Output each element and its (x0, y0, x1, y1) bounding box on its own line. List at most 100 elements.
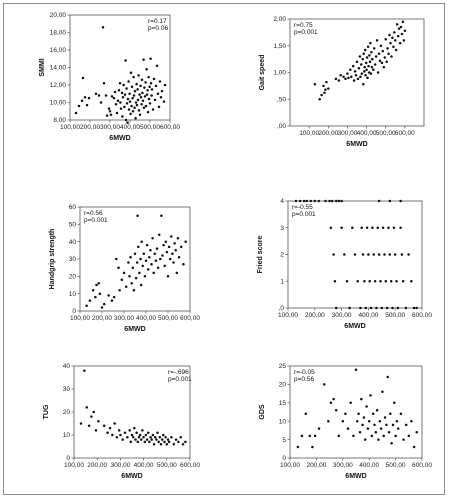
data-point (111, 433, 114, 437)
data-point (296, 445, 300, 449)
x-tick-label: 600,00 (160, 124, 180, 131)
data-point (397, 27, 401, 30)
data-point (383, 416, 387, 419)
data-point (393, 31, 396, 34)
data-point (143, 95, 147, 98)
data-point (140, 240, 143, 243)
data-point (395, 23, 399, 26)
data-point (349, 68, 352, 72)
data-point (379, 44, 383, 48)
data-point (381, 226, 385, 230)
data-point (140, 78, 144, 82)
data-point (138, 113, 142, 117)
data-point (135, 431, 138, 434)
data-point (119, 107, 123, 110)
data-point (113, 422, 116, 425)
data-point (171, 252, 174, 256)
data-point (129, 112, 132, 116)
data-point (117, 429, 121, 432)
x-axis-label: 6MWD (121, 473, 142, 480)
data-point (385, 60, 388, 64)
data-point (391, 306, 394, 310)
data-point (136, 98, 140, 102)
data-point (340, 199, 343, 203)
data-point (329, 401, 333, 405)
data-point (87, 424, 91, 428)
data-point (385, 306, 389, 310)
data-point (162, 243, 165, 247)
data-point (98, 292, 102, 295)
x-tick-label: 500,00 (157, 462, 177, 469)
x-tick-label: 200,00 (318, 130, 338, 137)
data-point (351, 226, 354, 230)
data-point (133, 89, 137, 93)
data-point (149, 436, 152, 439)
data-point (379, 427, 383, 430)
data-point (370, 65, 374, 69)
data-point (179, 436, 182, 439)
data-point (337, 79, 341, 82)
data-point (129, 440, 133, 444)
data-point (378, 59, 382, 62)
data-point (139, 257, 142, 261)
x-tick-label: 400,00 (359, 462, 379, 469)
x-tick-label: 200,00 (92, 315, 112, 322)
data-point (378, 419, 382, 423)
data-point (323, 91, 326, 95)
y-tick-label: 3 (280, 225, 284, 232)
y-tick-label: 40 (69, 239, 77, 246)
data-point (388, 33, 391, 37)
data-point (364, 306, 367, 310)
data-point (389, 41, 392, 45)
data-point (97, 282, 100, 285)
data-point (415, 430, 418, 434)
data-point (159, 257, 162, 261)
scatter-panel-gait-speed: 100,00 200,00 300,00 400,00 500,00 600,00 ,00,… (259, 16, 425, 148)
data-point (385, 423, 388, 427)
data-point (325, 80, 328, 84)
x-tick-label: 600,00 (180, 462, 200, 469)
stat-annotation: p=0.001 (168, 376, 192, 383)
x-tick-label: 400,00 (120, 124, 140, 131)
data-point (131, 266, 135, 269)
data-point (394, 48, 398, 52)
data-point (356, 419, 359, 423)
data-point (320, 93, 323, 97)
stat-annotation: p=0.001 (84, 217, 108, 224)
y-tick-label: 30 (69, 256, 77, 263)
data-point (304, 412, 308, 416)
y-tick-label: 20,00 (50, 12, 67, 19)
data-point (134, 101, 138, 104)
y-tick-label: 15 (279, 400, 287, 407)
x-tick-label: 200,00 (87, 462, 107, 469)
data-point (136, 440, 140, 444)
data-point (163, 83, 167, 87)
stat-annotation: p=0.001 (294, 29, 318, 36)
data-point (140, 438, 143, 441)
stat-annotation: r=-.696 (168, 369, 189, 376)
data-point (334, 77, 338, 81)
x-tick-label: 600,00 (180, 315, 200, 322)
x-tick-label: 100,00 (60, 124, 80, 131)
data-point (360, 72, 364, 75)
data-point (363, 65, 366, 69)
data-point (364, 61, 368, 65)
y-tick-label: 14,00 (50, 65, 67, 72)
data-point (388, 253, 392, 256)
data-point (184, 440, 187, 444)
y-tick-label: 0 (66, 455, 70, 462)
data-point (118, 288, 121, 292)
x-axis-label: 6MWD (345, 473, 366, 480)
y-tick-label: 1,50 (273, 43, 286, 50)
data-point (92, 410, 95, 414)
data-point (399, 226, 402, 230)
y-tick-label: 18,00 (50, 30, 67, 37)
data-point (115, 436, 119, 439)
data-point (170, 235, 173, 238)
data-point (361, 423, 364, 427)
data-point (100, 306, 104, 309)
data-point (151, 433, 155, 437)
data-point (347, 76, 350, 80)
data-point (395, 280, 398, 283)
data-point (114, 103, 118, 106)
